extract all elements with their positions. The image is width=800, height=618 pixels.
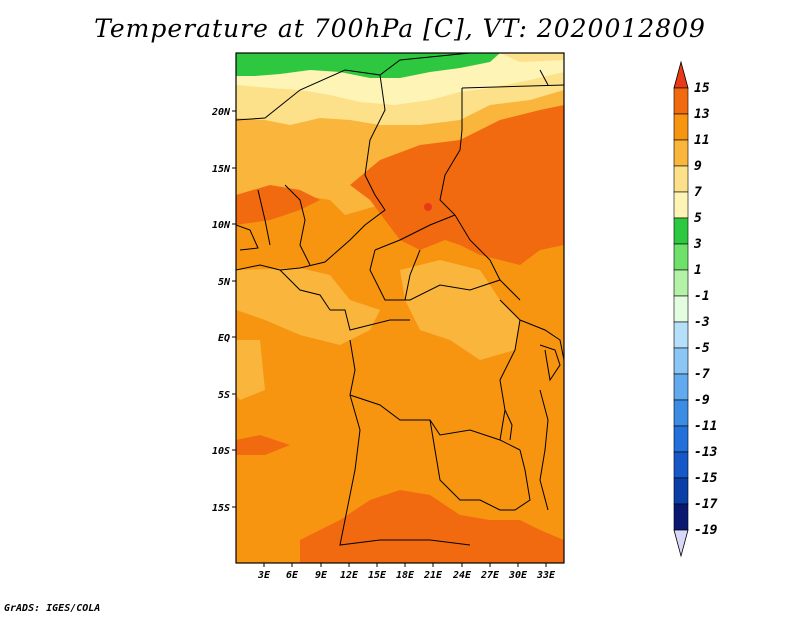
lat-label: 15S bbox=[212, 503, 230, 514]
lon-label: 9E bbox=[315, 570, 328, 581]
colorbar-label: 11 bbox=[694, 133, 710, 148]
colorbar-label: 1 bbox=[694, 263, 702, 278]
lat-label: 15N bbox=[212, 164, 231, 175]
chart-title: Temperature at 700hPa [C], VT: 202001280… bbox=[94, 14, 706, 43]
colorbar-label: -5 bbox=[694, 341, 710, 356]
colorbar-label: -7 bbox=[694, 367, 710, 382]
lon-label: 21E bbox=[423, 570, 443, 581]
lat-axis: 20N 15N 10N 5N EQ 5S 10S 15S bbox=[211, 107, 236, 514]
colorbar-swatch bbox=[673, 503, 689, 531]
colorbar-label: 5 bbox=[694, 211, 702, 226]
colorbar-swatch bbox=[673, 425, 689, 453]
colorbar-swatch bbox=[673, 451, 689, 479]
lat-label: 10N bbox=[212, 220, 231, 231]
colorbar-top-arrow bbox=[673, 60, 689, 89]
lon-label: 33E bbox=[536, 570, 556, 581]
lon-axis: 3E 6E 9E 12E 15E 18E 21E 24E 27E 30E 33E bbox=[257, 563, 556, 581]
field-1-3 bbox=[236, 53, 500, 78]
field-7-9-central bbox=[400, 260, 520, 360]
colorbar-label: -3 bbox=[694, 315, 710, 330]
colorbar-swatch bbox=[673, 87, 689, 115]
lon-label: 24E bbox=[452, 570, 472, 581]
colorbar-label: -13 bbox=[694, 445, 718, 460]
colorbar-label: 7 bbox=[694, 185, 702, 200]
colorbar-swatch bbox=[673, 165, 689, 193]
field-11-13-south bbox=[300, 490, 564, 563]
colorbar-swatch bbox=[673, 295, 689, 323]
temperature-field bbox=[236, 53, 564, 563]
colorbar-swatch bbox=[673, 373, 689, 401]
lat-label: 10S bbox=[212, 446, 230, 457]
colorbar-label: -17 bbox=[694, 497, 718, 512]
colorbar-swatch bbox=[673, 321, 689, 349]
lon-label: 15E bbox=[368, 570, 387, 581]
lat-label: 20N bbox=[211, 107, 231, 118]
colorbar-label: -11 bbox=[694, 419, 717, 434]
field-11-13 bbox=[350, 105, 564, 265]
lat-label: EQ bbox=[218, 333, 230, 344]
colorbar-swatch bbox=[673, 269, 689, 297]
map-frame bbox=[235, 52, 565, 564]
colorbar-label: -9 bbox=[694, 393, 710, 408]
colorbar-label: 13 bbox=[694, 107, 710, 122]
colorbar-swatch bbox=[673, 113, 689, 141]
colorbar-swatch bbox=[673, 139, 689, 167]
field-7-9-west bbox=[236, 268, 380, 345]
colorbar-label: -1 bbox=[694, 289, 710, 304]
colorbar-label: 9 bbox=[694, 159, 702, 174]
footer-credit: GrADS: IGES/COLA bbox=[4, 603, 101, 614]
lat-label: 5S bbox=[218, 390, 230, 401]
field-7-9-coast bbox=[236, 340, 265, 400]
lon-label: 6E bbox=[286, 570, 299, 581]
country-borders bbox=[236, 53, 564, 546]
lon-label: 3E bbox=[257, 570, 271, 581]
colorbar-label: 3 bbox=[693, 237, 702, 252]
colorbar-bottom-arrow bbox=[673, 529, 689, 558]
colorbar-swatch bbox=[673, 191, 689, 219]
lon-label: 12E bbox=[340, 570, 359, 581]
colorbar-swatch bbox=[673, 243, 689, 271]
colorbar-swatch bbox=[673, 477, 689, 505]
colorbar-label: -15 bbox=[694, 471, 718, 486]
lon-label: 30E bbox=[508, 570, 528, 581]
colorbar-swatch bbox=[673, 347, 689, 375]
lon-label: 18E bbox=[396, 570, 415, 581]
lat-label: 5N bbox=[218, 277, 231, 288]
lon-label: 27E bbox=[480, 570, 500, 581]
colorbar: 15 13 11 9 7 5 3 1 -1 -3 -5 -7 -9 -11 -13 -15 -17 -19 bbox=[673, 60, 718, 558]
colorbar-label: -19 bbox=[694, 523, 718, 538]
colorbar-swatch bbox=[673, 217, 689, 245]
colorbar-label: 15 bbox=[694, 81, 710, 96]
colorbar-swatch bbox=[673, 399, 689, 427]
